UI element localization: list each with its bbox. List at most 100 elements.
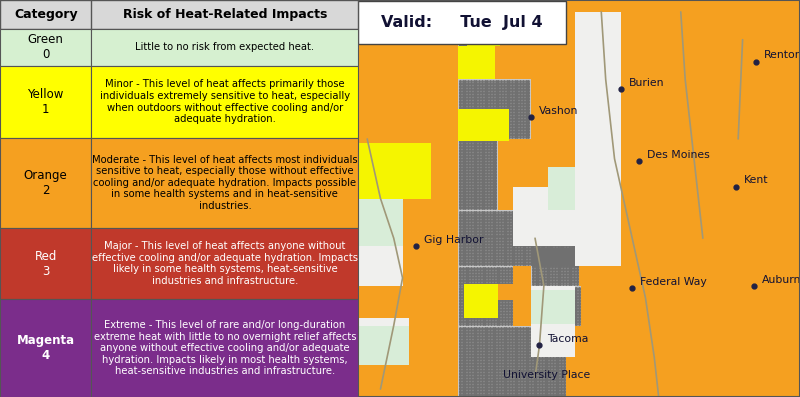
Point xyxy=(482,39,494,45)
Point xyxy=(467,215,480,222)
Point xyxy=(498,336,510,343)
Point xyxy=(462,92,474,98)
Point xyxy=(462,202,474,208)
Point xyxy=(465,293,478,300)
Point xyxy=(570,311,583,318)
Point xyxy=(522,387,534,394)
Point xyxy=(568,269,581,275)
Point xyxy=(474,299,486,306)
Point xyxy=(541,341,554,347)
Point xyxy=(462,61,474,67)
Point xyxy=(489,117,502,123)
Point xyxy=(554,240,567,247)
Point xyxy=(506,217,518,223)
Point xyxy=(500,236,513,242)
Point xyxy=(543,245,556,251)
Point xyxy=(544,386,557,392)
Point xyxy=(492,218,505,224)
Point xyxy=(494,336,507,343)
Point xyxy=(524,259,537,266)
Point xyxy=(481,230,494,236)
Point xyxy=(481,231,494,238)
Point xyxy=(456,174,469,180)
Point xyxy=(508,243,521,249)
Point xyxy=(467,199,480,206)
Point xyxy=(541,258,554,264)
Point xyxy=(478,383,491,389)
Point xyxy=(481,368,494,374)
Point xyxy=(465,248,478,254)
Point xyxy=(516,242,529,248)
Point xyxy=(487,277,500,283)
Point xyxy=(467,253,480,260)
Point xyxy=(525,389,538,395)
Point xyxy=(506,384,518,391)
Point xyxy=(554,278,567,284)
Point xyxy=(557,233,570,239)
Point xyxy=(476,73,489,79)
Point xyxy=(504,277,517,283)
Point xyxy=(541,357,554,364)
Point xyxy=(549,249,562,256)
Point xyxy=(482,274,494,280)
Point xyxy=(473,180,486,186)
Point xyxy=(506,332,518,338)
Point xyxy=(478,157,491,164)
Point xyxy=(470,151,482,158)
Point xyxy=(494,345,507,352)
Point xyxy=(467,159,480,165)
Point xyxy=(549,341,562,347)
Point xyxy=(465,329,478,335)
Point xyxy=(494,348,507,355)
Point xyxy=(482,13,494,20)
Point xyxy=(511,359,524,365)
Point xyxy=(456,368,469,374)
Point xyxy=(562,276,575,283)
Point xyxy=(519,108,532,115)
Point xyxy=(544,362,557,368)
Point xyxy=(456,61,469,67)
Point xyxy=(462,145,474,152)
Point xyxy=(519,330,532,337)
Point xyxy=(504,269,517,276)
Point xyxy=(514,383,526,389)
Point xyxy=(473,205,486,212)
Point xyxy=(486,144,499,150)
Point xyxy=(465,46,478,52)
Point xyxy=(482,61,494,67)
Point xyxy=(516,383,529,389)
Point xyxy=(502,275,514,281)
Point xyxy=(541,220,554,226)
Point xyxy=(535,389,548,395)
Point xyxy=(549,255,562,261)
Point xyxy=(502,351,515,358)
Point xyxy=(496,280,509,286)
Point xyxy=(506,105,518,112)
Point xyxy=(459,12,472,19)
Point xyxy=(557,249,570,255)
Point xyxy=(475,157,488,164)
Point xyxy=(484,374,497,380)
Point xyxy=(470,60,483,66)
Point xyxy=(560,242,573,248)
Point xyxy=(462,151,474,158)
Point xyxy=(549,218,562,224)
Point xyxy=(474,295,486,301)
Point xyxy=(549,383,562,389)
Point xyxy=(467,98,480,104)
Point xyxy=(454,333,466,340)
Point xyxy=(522,380,534,386)
Point xyxy=(546,243,559,249)
Point xyxy=(565,220,578,226)
Point xyxy=(454,356,466,362)
Point xyxy=(462,336,474,343)
Point xyxy=(489,145,502,152)
Point xyxy=(510,222,523,229)
Point xyxy=(459,283,472,289)
Point xyxy=(456,131,469,137)
Point xyxy=(502,371,515,377)
Point xyxy=(456,387,469,394)
Point xyxy=(540,248,553,254)
Point xyxy=(562,234,575,241)
Point xyxy=(526,275,539,281)
